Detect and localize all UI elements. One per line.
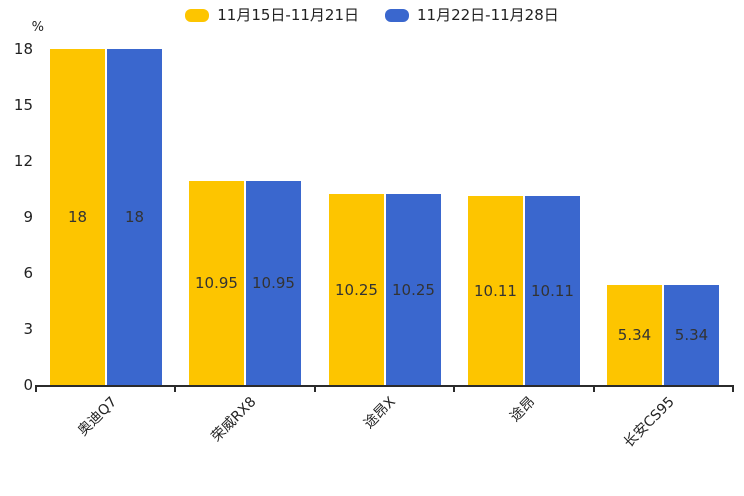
bar-series0-cat3: 10.11	[468, 196, 523, 385]
x-tick-mark	[174, 387, 177, 392]
y-tick-label: 9	[23, 208, 33, 226]
x-tick-mark	[35, 387, 37, 392]
x-tick-mark	[592, 387, 595, 392]
legend-item-series1[interactable]: 11月22日-11月28日	[385, 6, 559, 24]
legend-swatch-icon	[185, 8, 210, 22]
bar-series1-cat4: 5.34	[664, 285, 719, 385]
bar-value-label: 5.34	[617, 326, 652, 344]
y-tick-label: 6	[23, 264, 33, 282]
legend-item-series0[interactable]: 11月15日-11月21日	[185, 6, 359, 24]
x-axis-line	[35, 385, 734, 387]
bar-series1-cat0: 18	[107, 49, 162, 385]
legend: 11月15日-11月21日 11月22日-11月28日	[0, 6, 744, 24]
x-tick-mark	[453, 387, 456, 392]
legend-label: 11月22日-11月28日	[417, 6, 559, 24]
bar-value-label: 10.11	[531, 282, 574, 300]
bar-series1-cat2: 10.25	[386, 194, 441, 385]
y-axis-unit-label: %	[31, 20, 44, 35]
bar-value-label: 10.11	[474, 282, 517, 300]
legend-label: 11月15日-11月21日	[217, 6, 359, 24]
y-tick-label: 18	[13, 40, 33, 58]
bar-value-label: 10.95	[195, 274, 238, 292]
x-tick-mark	[313, 387, 316, 392]
x-category-label: 途昂	[507, 394, 539, 426]
bar-series1-cat1: 10.95	[246, 181, 301, 385]
y-tick-label: 15	[13, 96, 33, 114]
x-category-label: 途昂X	[360, 394, 399, 432]
y-tick-label: 3	[23, 320, 33, 338]
y-tick-label: 0	[23, 376, 33, 394]
bar-series0-cat4: 5.34	[607, 285, 662, 385]
legend-swatch-icon	[385, 8, 409, 22]
bar-value-label: 18	[124, 208, 145, 226]
bar-value-label: 10.25	[335, 281, 378, 299]
bar-value-label: 5.34	[674, 326, 709, 344]
bar-series0-cat0: 18	[50, 49, 105, 385]
x-category-label: 荣威RX8	[208, 394, 260, 446]
x-tick-mark	[732, 387, 734, 392]
bar-series1-cat3: 10.11	[525, 196, 580, 385]
bar-series0-cat1: 10.95	[189, 181, 244, 385]
bar-value-label: 18	[67, 208, 88, 226]
bar-value-label: 10.95	[252, 274, 295, 292]
bar-series0-cat2: 10.25	[329, 194, 384, 385]
y-tick-label: 12	[13, 152, 33, 170]
bar-value-label: 10.25	[392, 281, 435, 299]
x-category-label: 长安CS95	[620, 394, 678, 451]
x-category-label: 奥迪Q7	[74, 394, 121, 440]
